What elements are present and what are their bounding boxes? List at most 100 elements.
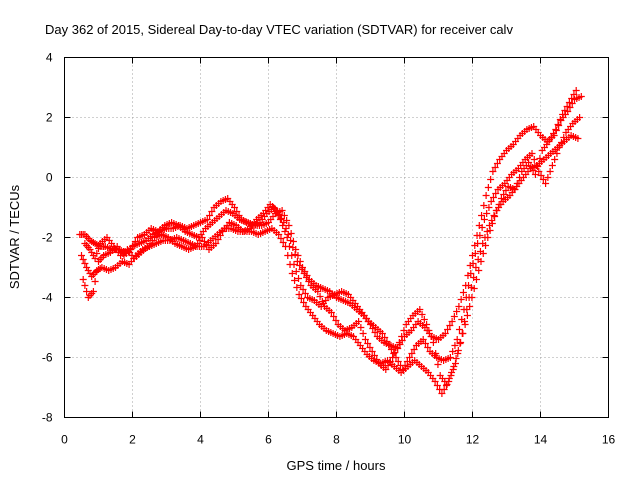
data-point	[419, 336, 427, 343]
data-point-interp	[425, 327, 433, 334]
data-point-interp	[491, 164, 499, 171]
data-point	[438, 390, 446, 397]
data-point	[203, 216, 211, 223]
data-point-interp	[516, 174, 524, 181]
data-point-interp	[485, 204, 493, 211]
data-point-interp	[484, 184, 492, 191]
data-point-interp	[469, 260, 477, 267]
data-point	[542, 180, 550, 187]
data-point-interp	[444, 326, 452, 333]
data-point	[78, 252, 85, 259]
series-track-a	[76, 93, 585, 352]
data-point	[91, 255, 99, 262]
data-point-interp	[451, 342, 459, 349]
data-point-interp	[288, 252, 296, 259]
data-point-interp	[316, 293, 324, 300]
data-point-interp	[393, 344, 401, 351]
data-point-interp	[233, 208, 241, 215]
grid-lines	[64, 57, 609, 418]
data-point-interp	[544, 174, 552, 181]
data-point-interp	[410, 346, 418, 353]
data-point-interp	[292, 268, 300, 275]
data-point-interp	[275, 211, 283, 218]
data-point	[497, 195, 505, 202]
data-point-interp	[537, 172, 545, 179]
data-point	[295, 291, 303, 298]
data-point	[212, 240, 220, 247]
data-point	[86, 246, 94, 253]
data-point	[525, 159, 533, 166]
data-point-interp	[206, 212, 214, 219]
data-point-interp	[421, 340, 429, 347]
plot-frame	[64, 57, 609, 418]
data-point-interp	[556, 116, 564, 123]
data-point	[385, 342, 393, 349]
y-tick-label: -4	[42, 291, 53, 305]
data-point	[480, 216, 488, 223]
data-point-interp	[480, 202, 488, 209]
data-point	[574, 135, 582, 142]
data-point-interp	[84, 267, 92, 274]
data-point-interp	[459, 330, 467, 337]
data-point	[283, 234, 291, 241]
data-point-interp	[546, 168, 554, 175]
x-tick-label: 10	[398, 433, 412, 447]
data-point-interp	[83, 288, 91, 295]
data-point-interp	[91, 278, 99, 285]
data-point-interp	[296, 262, 304, 269]
data-point	[198, 234, 206, 241]
data-point-interp	[475, 267, 483, 274]
data-point-interp	[208, 208, 216, 215]
data-point-interp	[454, 347, 462, 354]
data-point	[300, 270, 308, 277]
data-point-interp	[553, 150, 561, 157]
data-point	[484, 234, 492, 241]
data-point-interp	[487, 176, 495, 183]
data-point-interp	[457, 296, 465, 303]
data-point	[327, 309, 335, 316]
data-point-interp	[432, 350, 440, 357]
data-point-interp	[557, 139, 565, 146]
data-point-interp	[293, 284, 301, 291]
data-point	[535, 168, 543, 175]
data-point-interp	[570, 91, 578, 98]
data-point-interp	[291, 251, 299, 258]
y-tick-label: -6	[42, 351, 53, 365]
data-point-interp	[560, 134, 568, 141]
axis-ticks: 0 2 4 6 8 10 12 14 16 -8 -6 -4 -2 0 2 4	[42, 51, 616, 447]
data-point	[576, 114, 584, 121]
data-point-interp	[81, 260, 89, 267]
data-point-interp	[216, 232, 224, 239]
data-point	[528, 150, 536, 157]
y-axis-label: SDTVAR / TECUs	[7, 184, 22, 289]
data-point-interp	[539, 176, 547, 183]
x-tick-label: 14	[534, 433, 548, 447]
data-point-interp	[418, 311, 426, 318]
data-point-interp	[279, 239, 287, 246]
data-point	[355, 318, 363, 325]
series-track-d	[81, 87, 580, 388]
data-point	[406, 354, 414, 361]
data-point-interp	[295, 275, 303, 282]
data-point-interp	[465, 282, 473, 289]
data-point-interp	[424, 344, 432, 351]
y-tick-label: -2	[42, 231, 53, 245]
data-point-interp	[384, 362, 392, 369]
y-tick-label: 4	[46, 51, 53, 65]
data-point-interp	[502, 187, 510, 194]
data-point-interp	[93, 250, 101, 257]
data-point-interp	[214, 236, 222, 243]
data-point	[378, 330, 386, 337]
data-point-interp	[466, 303, 474, 310]
data-point-interp	[305, 278, 313, 285]
data-point-interp	[200, 238, 208, 245]
data-point-interp	[357, 324, 365, 331]
data-point-interp	[459, 289, 467, 296]
data-point-interp	[285, 243, 293, 250]
data-point-interp	[394, 358, 402, 365]
data-point-interp	[440, 386, 448, 393]
data-point-interp	[274, 212, 282, 219]
data-point-interp	[366, 344, 374, 351]
data-point	[423, 321, 431, 328]
